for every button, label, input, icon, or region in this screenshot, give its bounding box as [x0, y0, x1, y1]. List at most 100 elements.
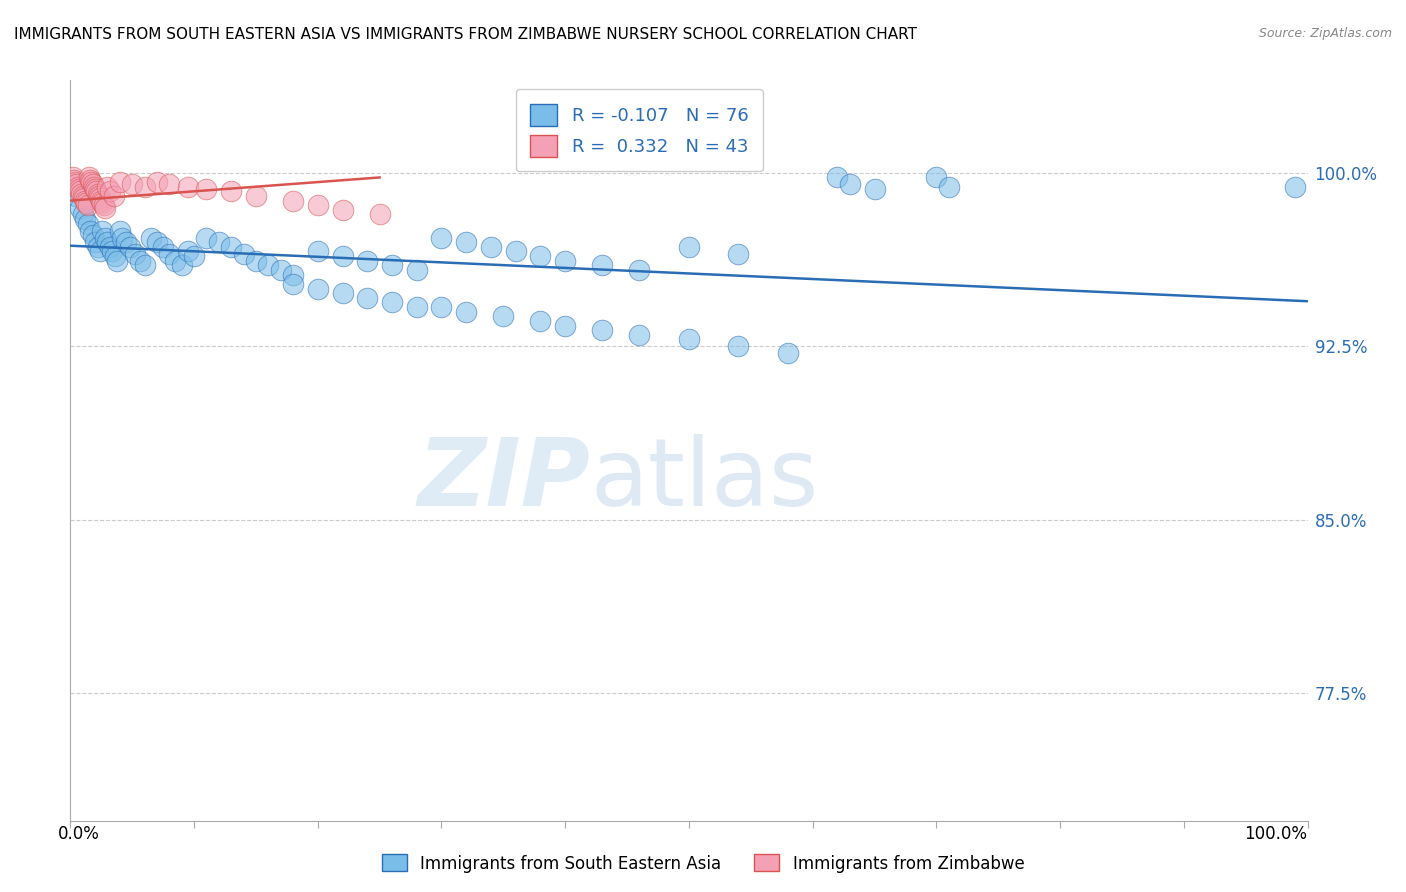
Point: [83, 179, 105, 194]
Point: [103, 189, 125, 203]
Point: [863, 182, 886, 196]
Point: [96, 179, 118, 194]
Point: [80, 175, 103, 189]
Point: [90, 194, 112, 208]
Point: [108, 175, 131, 189]
Point: [75, 195, 97, 210]
Point: [157, 247, 180, 261]
Point: [89, 244, 111, 259]
Point: [177, 179, 200, 194]
Point: [72, 207, 94, 221]
Point: [82, 178, 104, 192]
Point: [139, 230, 162, 244]
Point: [118, 240, 141, 254]
Point: [75, 212, 97, 227]
Point: [84, 185, 107, 199]
Point: [554, 318, 576, 333]
Point: [219, 185, 242, 199]
Point: [368, 207, 391, 221]
Point: [94, 201, 117, 215]
Point: [591, 323, 613, 337]
Point: [456, 304, 478, 318]
Point: [79, 224, 101, 238]
Point: [356, 291, 378, 305]
Point: [82, 228, 104, 243]
Point: [69, 201, 91, 215]
Point: [208, 235, 231, 250]
Point: [479, 240, 502, 254]
Point: [332, 202, 354, 217]
Point: [84, 235, 107, 250]
Point: [827, 170, 849, 185]
Text: 100.0%: 100.0%: [1244, 825, 1308, 843]
Point: [270, 263, 292, 277]
Point: [727, 247, 749, 261]
Point: [183, 249, 205, 263]
Point: [281, 194, 304, 208]
Point: [281, 277, 304, 291]
Point: [86, 240, 108, 254]
Point: [245, 189, 267, 203]
Point: [96, 235, 118, 250]
Point: [430, 230, 453, 244]
Point: [257, 259, 280, 273]
Point: [98, 240, 121, 254]
Point: [628, 263, 651, 277]
Point: [170, 259, 193, 273]
Point: [678, 332, 700, 346]
Point: [776, 346, 799, 360]
Point: [87, 189, 110, 203]
Point: [925, 170, 948, 185]
Point: [195, 230, 218, 244]
Point: [307, 281, 329, 295]
Point: [69, 185, 91, 199]
Point: [79, 173, 101, 187]
Point: [65, 178, 87, 192]
Text: Source: ZipAtlas.com: Source: ZipAtlas.com: [1258, 27, 1392, 40]
Point: [177, 244, 200, 259]
Point: [307, 198, 329, 212]
Point: [332, 286, 354, 301]
Point: [146, 235, 169, 250]
Point: [104, 249, 127, 263]
Point: [121, 178, 143, 192]
Point: [67, 182, 90, 196]
Point: [1284, 179, 1306, 194]
Point: [529, 314, 551, 328]
Point: [76, 217, 98, 231]
Text: IMMIGRANTS FROM SOUTH EASTERN ASIA VS IMMIGRANTS FROM ZIMBABWE NURSERY SCHOOL CO: IMMIGRANTS FROM SOUTH EASTERN ASIA VS IM…: [14, 27, 917, 42]
Point: [70, 186, 93, 201]
Point: [505, 244, 527, 259]
Point: [232, 247, 254, 261]
Point: [115, 235, 138, 250]
Point: [356, 253, 378, 268]
Point: [554, 253, 576, 268]
Point: [134, 259, 156, 273]
Point: [591, 259, 613, 273]
Point: [727, 339, 749, 353]
Point: [86, 186, 108, 201]
Point: [66, 179, 89, 194]
Point: [430, 300, 453, 314]
Point: [65, 175, 87, 189]
Point: [134, 179, 156, 194]
Point: [307, 244, 329, 259]
Point: [62, 170, 84, 185]
Point: [91, 195, 114, 210]
Point: [405, 300, 427, 314]
Point: [105, 253, 128, 268]
Point: [93, 198, 115, 212]
Point: [73, 191, 96, 205]
Point: [72, 189, 94, 203]
Point: [65, 189, 87, 203]
Point: [75, 194, 97, 208]
Point: [628, 327, 651, 342]
Point: [332, 249, 354, 263]
Point: [146, 175, 169, 189]
Point: [91, 224, 114, 238]
Point: [529, 249, 551, 263]
Point: [381, 295, 404, 310]
Point: [219, 240, 242, 254]
Point: [405, 263, 427, 277]
Point: [456, 235, 478, 250]
